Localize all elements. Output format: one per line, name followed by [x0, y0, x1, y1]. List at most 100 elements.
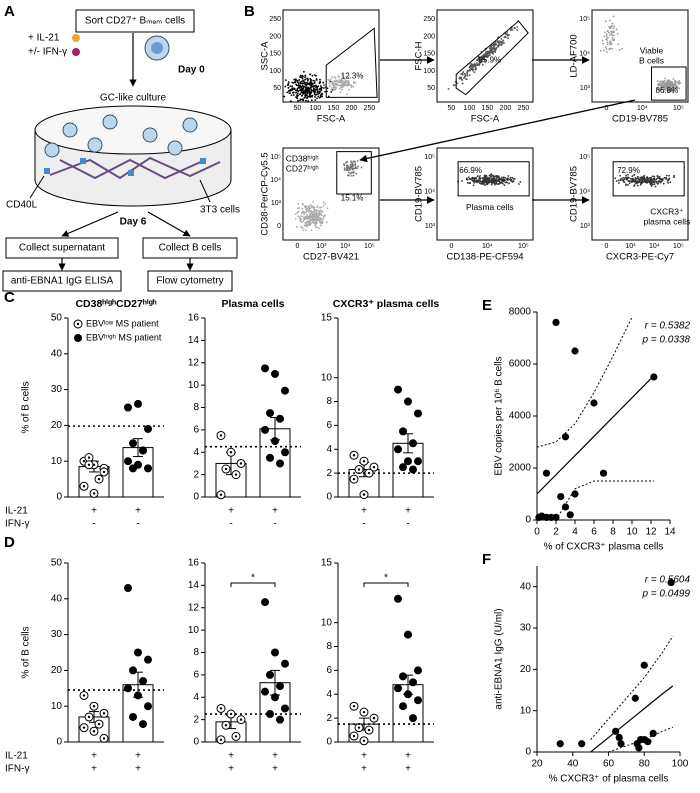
- event-dot: [481, 55, 483, 58]
- event-dot: [468, 69, 471, 71]
- scatter-chart: F 0 10 20 30 40 20 40 60 80 100% CXCR3⁺ of plasma …: [482, 551, 690, 785]
- event-dot: [323, 214, 326, 217]
- x-tick-label: 100: [464, 105, 476, 112]
- event-dot: [495, 47, 497, 50]
- condition-label: IFN-γ: [5, 764, 29, 775]
- event-dot: [608, 25, 610, 28]
- event-dot: [303, 224, 306, 227]
- event-dot: [628, 182, 631, 185]
- event-dot: [296, 79, 299, 82]
- data-point: [129, 666, 137, 675]
- event-dot: [653, 178, 656, 181]
- event-dot: [466, 73, 469, 75]
- event-dot: [295, 84, 298, 87]
- event-dot: [351, 168, 354, 170]
- event-dot: [296, 89, 299, 92]
- event-dot: [478, 182, 481, 184]
- event-dot: [329, 78, 332, 80]
- event-dot: [319, 218, 321, 221]
- event-dot: [673, 176, 675, 179]
- y-tick-label: 10⁵: [270, 154, 281, 161]
- event-dot: [507, 175, 510, 177]
- event-dot: [295, 96, 298, 98]
- event-dot: [660, 88, 663, 90]
- condition-sign: +: [405, 506, 411, 517]
- data-point-center: [352, 477, 356, 481]
- event-dot: [315, 88, 318, 91]
- event-dot: [474, 66, 477, 69]
- event-dot: [342, 76, 345, 79]
- event-dot: [300, 76, 303, 79]
- event-dot: [665, 174, 668, 177]
- flow-plot: 15.1% CD38ʰⁱᵍʰCD27ʰⁱᵍʰ 0 10³ 10⁴ 10⁵ 0 10³ 10⁴ 10…: [260, 147, 380, 263]
- event-dot: [284, 79, 287, 82]
- x-tick-label: 0: [604, 243, 608, 250]
- x-tick-label: 100: [310, 105, 322, 112]
- event-dot: [476, 175, 479, 178]
- event-dot: [489, 177, 491, 180]
- event-dot: [316, 91, 319, 94]
- event-dot: [296, 97, 299, 100]
- event-dot: [307, 87, 310, 89]
- gate-label: Plasma cells: [466, 202, 514, 212]
- gate: [455, 20, 529, 96]
- y-tick-label: 12: [188, 357, 200, 368]
- event-dot: [302, 218, 305, 220]
- event-dot: [352, 85, 355, 88]
- event-dot: [485, 174, 488, 177]
- event-dot: [513, 177, 516, 180]
- event-dot: [660, 86, 663, 89]
- data-point: [617, 740, 625, 748]
- event-dot: [322, 218, 325, 220]
- event-dot: [504, 177, 507, 179]
- data-point: [129, 464, 137, 473]
- y-tick-label: 6: [326, 420, 332, 431]
- gate-percent: 72.9%: [617, 166, 640, 175]
- data-point: [414, 696, 422, 705]
- event-dot: [487, 51, 489, 54]
- event-dot: [308, 206, 310, 208]
- gate: [612, 161, 685, 197]
- data-point: [266, 453, 274, 462]
- event-dot: [494, 183, 496, 186]
- box: [75, 9, 195, 33]
- box-text: Collect B cells: [159, 243, 222, 254]
- event-dot: [297, 84, 300, 87]
- event-dot: [311, 214, 314, 216]
- data-point-center: [352, 454, 356, 457]
- event-dot: [662, 182, 665, 185]
- y-tick-label: 40: [51, 348, 63, 359]
- event-dot: [669, 82, 672, 84]
- event-dot: [289, 85, 292, 88]
- event-dot: [611, 39, 614, 41]
- event-dot: [293, 88, 296, 90]
- y-tick-label: 150: [269, 51, 281, 58]
- event-dot: [606, 41, 609, 44]
- legend-label: EBVˡᵒʷ MS patient: [86, 318, 159, 328]
- data-point: [129, 439, 137, 448]
- flow-plot: 12.3% 50 100 150 200 250 50 100 150 200 250 FSC-A SS…: [260, 9, 380, 125]
- event-dot: [608, 19, 611, 22]
- event-dot: [312, 87, 315, 90]
- event-dot: [338, 76, 341, 79]
- x-tick-label: 10⁵: [673, 105, 684, 112]
- event-dot: [669, 181, 672, 184]
- data-point: [129, 712, 137, 721]
- event-dot: [471, 176, 474, 179]
- event-dot: [612, 34, 615, 37]
- event-dot: [517, 183, 520, 185]
- event-dot: [306, 79, 309, 82]
- event-dot: [298, 79, 301, 81]
- gate-label: CXCR3⁺: [650, 207, 684, 217]
- event-dot: [472, 184, 475, 187]
- event-dot: [311, 216, 314, 219]
- event-dot: [476, 63, 479, 66]
- event-dot: [317, 215, 320, 218]
- event-dot: [658, 83, 661, 86]
- event-dot: [469, 64, 472, 67]
- event-dot: [481, 177, 484, 180]
- event-dot: [495, 176, 498, 179]
- event-dot: [637, 181, 640, 184]
- x-tick-label: 60: [603, 759, 615, 770]
- event-dot: [634, 176, 637, 179]
